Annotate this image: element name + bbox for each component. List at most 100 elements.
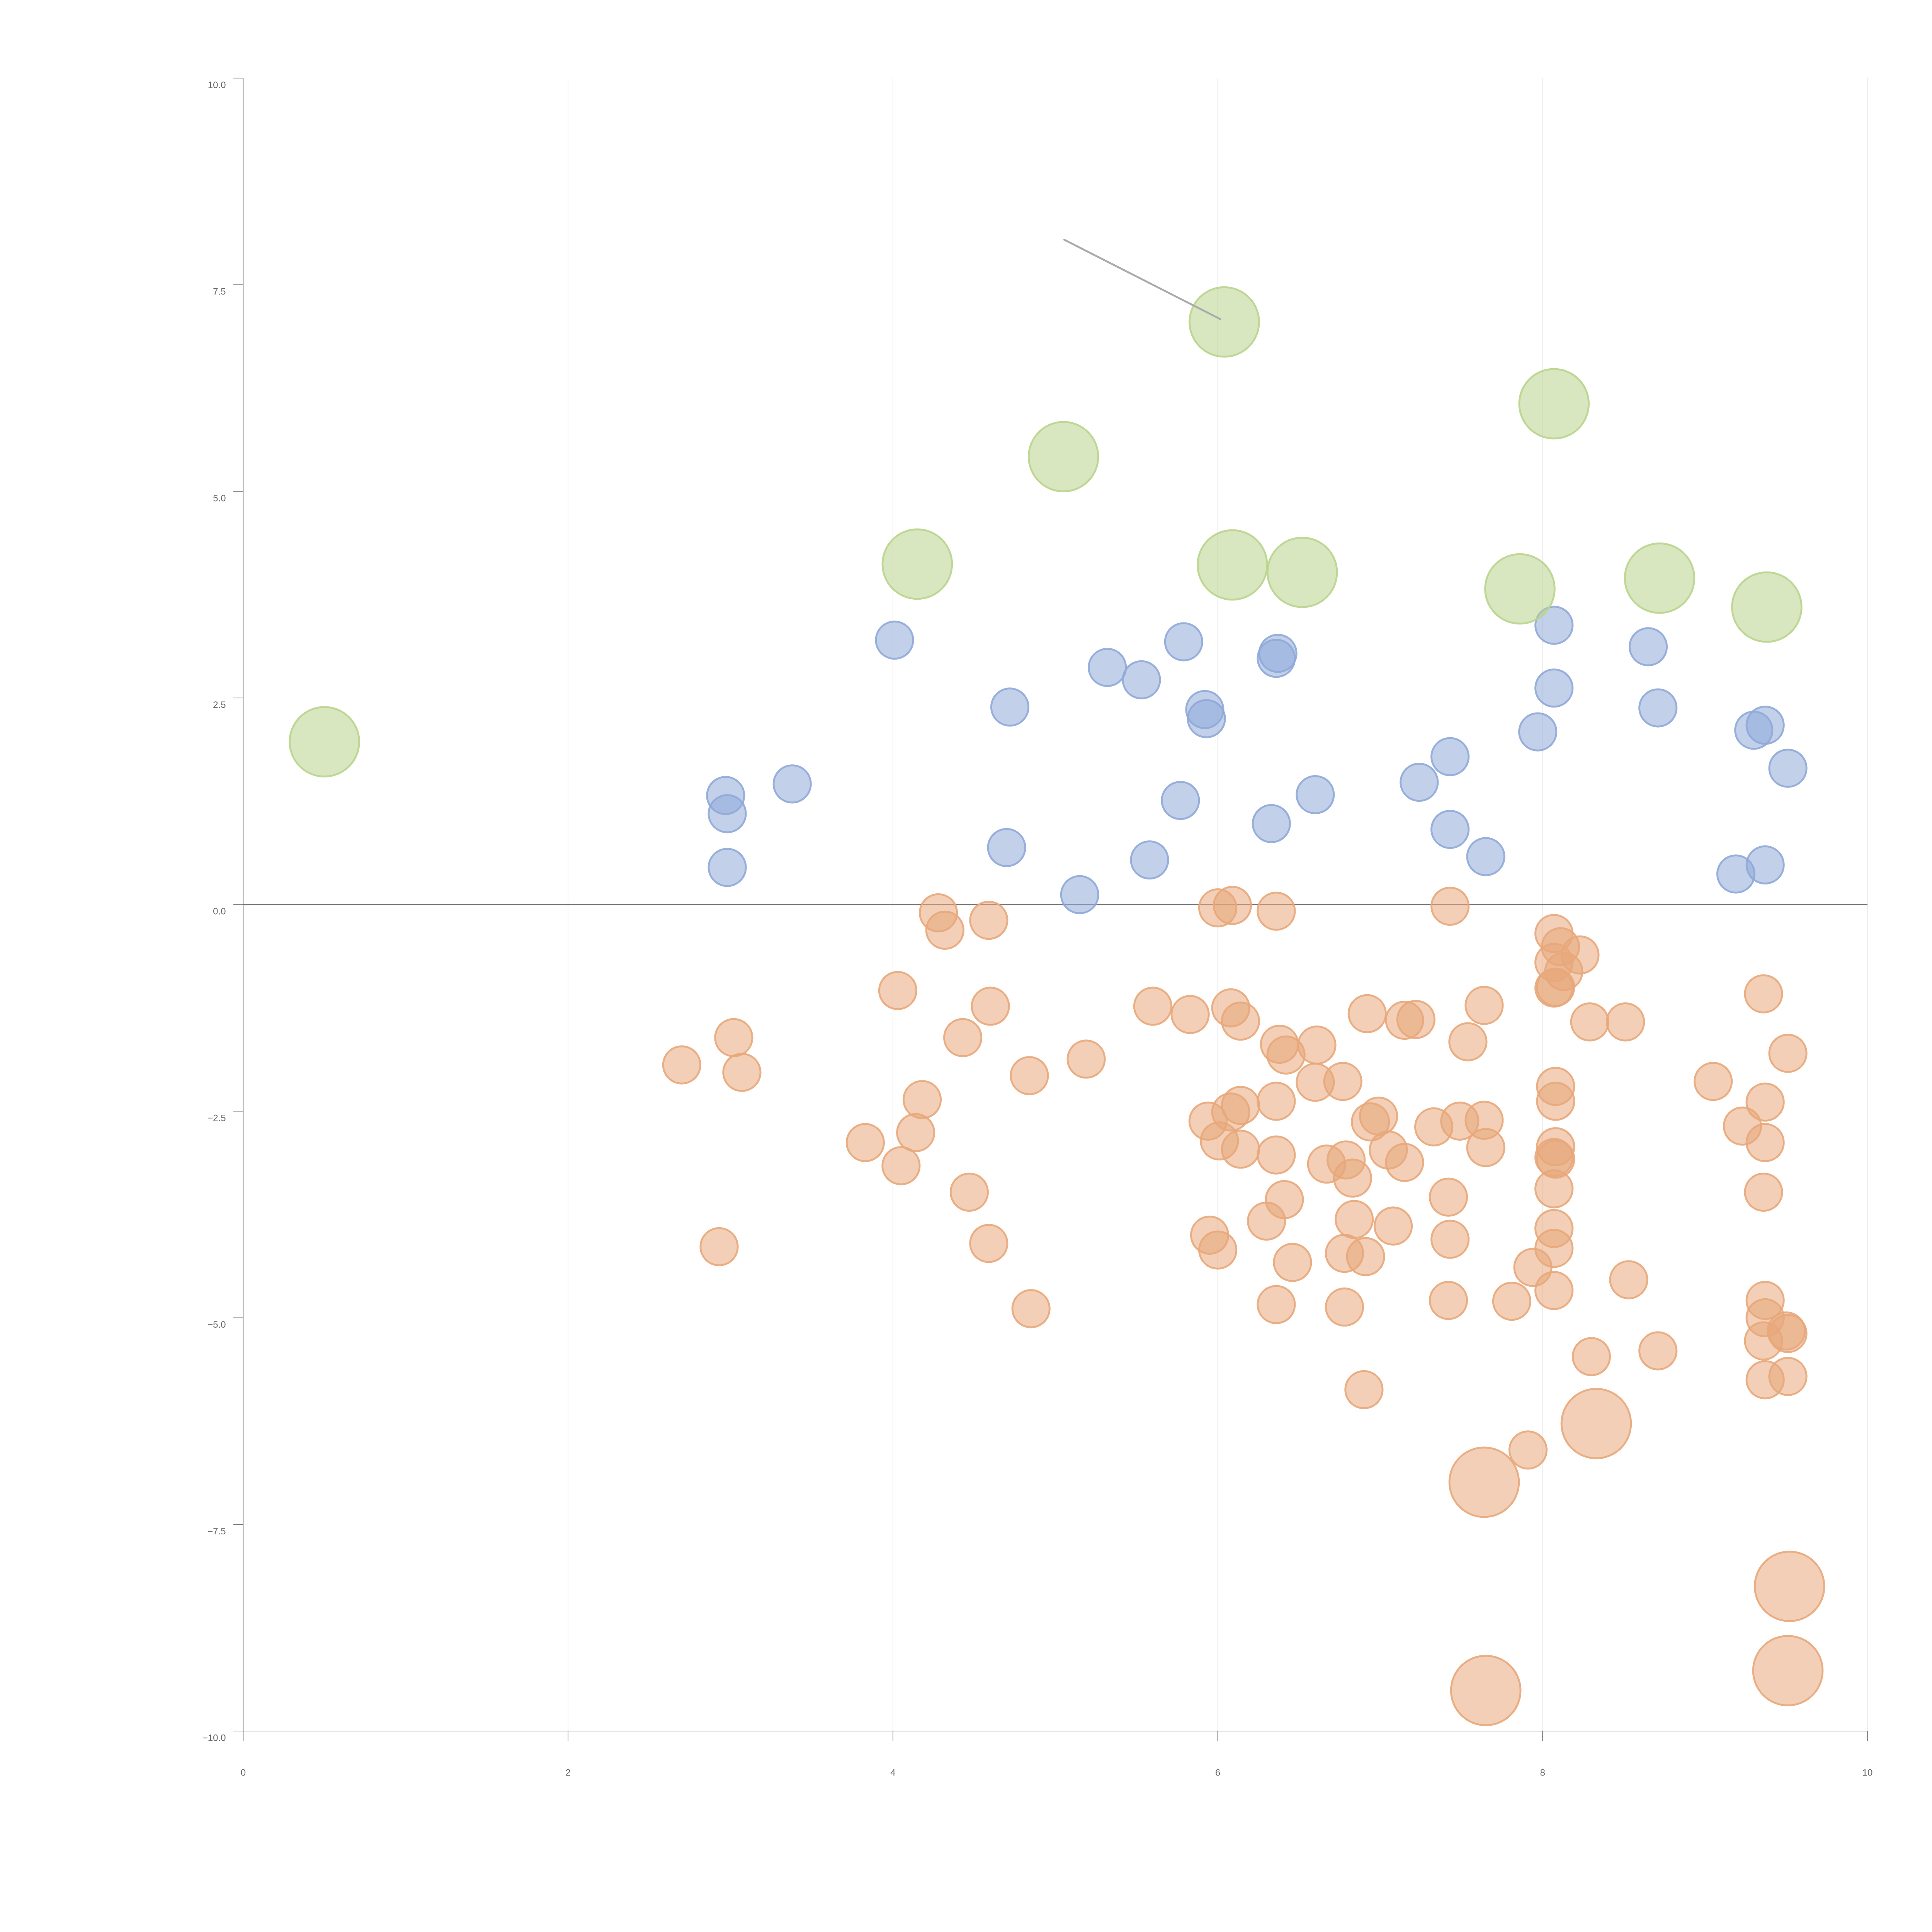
data-point xyxy=(969,1224,1009,1263)
x-tick-label: 4 xyxy=(890,1767,895,1778)
x-tick-label: 2 xyxy=(565,1767,570,1778)
data-point xyxy=(1768,748,1808,788)
data-point xyxy=(875,621,914,660)
data-point xyxy=(1189,286,1260,358)
data-point xyxy=(1088,648,1127,687)
data-point xyxy=(1430,886,1470,926)
data-point xyxy=(772,764,812,804)
data-point xyxy=(1257,891,1296,931)
y-tick-label: 7.5 xyxy=(213,287,226,297)
data-point xyxy=(1213,886,1252,925)
data-point xyxy=(1464,986,1504,1025)
data-point xyxy=(1170,995,1210,1034)
data-point xyxy=(969,901,1009,940)
data-point xyxy=(1344,1370,1384,1410)
data-point xyxy=(1164,622,1203,662)
data-point xyxy=(1768,1314,1808,1353)
x-tick-label: 0 xyxy=(241,1767,246,1778)
data-point xyxy=(1518,712,1558,752)
data-point xyxy=(1027,421,1099,493)
annotations xyxy=(1063,238,1222,320)
data-point xyxy=(1745,1082,1785,1122)
leader-line xyxy=(1063,238,1222,320)
data-point xyxy=(1624,542,1696,614)
data-point xyxy=(699,1227,739,1267)
data-point xyxy=(722,1053,762,1092)
data-point xyxy=(1296,775,1335,815)
data-point xyxy=(1534,1229,1574,1268)
data-point xyxy=(1265,1180,1304,1219)
data-point xyxy=(1560,935,1600,975)
data-point xyxy=(1396,1000,1435,1039)
y-tick-label: −10.0 xyxy=(202,1733,226,1743)
data-point xyxy=(1466,837,1505,876)
data-point xyxy=(1011,1289,1051,1328)
data-point xyxy=(1373,1206,1413,1246)
data-point xyxy=(1448,1446,1520,1518)
data-point xyxy=(1060,875,1099,914)
data-point xyxy=(289,706,360,778)
data-point xyxy=(1385,1143,1424,1182)
data-point xyxy=(1768,1034,1808,1073)
data-point xyxy=(1221,1086,1260,1125)
data-point xyxy=(1466,1128,1505,1167)
data-point xyxy=(662,1045,701,1085)
data-point xyxy=(1745,1123,1785,1162)
x-tick-label: 6 xyxy=(1215,1767,1220,1778)
axes: 0 2 4 6 8 10 10.0 7.5 5.0 2.5 0.0 −2.5 −5.0 −7.5 −10.0 xyxy=(202,78,1872,1778)
data-point xyxy=(925,910,964,950)
data-point xyxy=(845,1123,885,1162)
data-point xyxy=(1606,1002,1645,1042)
data-point xyxy=(1258,634,1298,673)
data-point xyxy=(707,848,747,887)
y-tick-label: −2.5 xyxy=(207,1113,226,1123)
data-point xyxy=(1400,762,1439,802)
data-point xyxy=(1638,1331,1678,1371)
data-point xyxy=(1161,781,1200,820)
data-point xyxy=(878,971,918,1010)
y-tick-label: 2.5 xyxy=(213,700,226,710)
data-points xyxy=(289,286,1825,1726)
data-point xyxy=(1560,1388,1632,1459)
data-point xyxy=(990,687,1030,727)
data-point xyxy=(1130,840,1169,880)
data-point xyxy=(1010,1056,1049,1095)
y-tick-label: 0.0 xyxy=(213,906,226,917)
data-point xyxy=(1628,627,1668,667)
data-point xyxy=(1492,1282,1532,1321)
data-point xyxy=(1198,1230,1238,1270)
data-point xyxy=(1429,1177,1468,1217)
data-point xyxy=(1518,368,1590,440)
data-point xyxy=(1197,529,1268,601)
data-point xyxy=(1609,1260,1648,1299)
y-tick-label: 10.0 xyxy=(208,80,226,90)
data-point xyxy=(1450,1655,1522,1726)
data-point xyxy=(1066,1039,1106,1079)
data-point xyxy=(1744,974,1783,1014)
data-point xyxy=(1448,1022,1488,1061)
y-tick-label: −7.5 xyxy=(207,1526,226,1537)
data-point xyxy=(971,986,1010,1026)
data-point xyxy=(1534,668,1574,708)
data-point xyxy=(714,1018,753,1057)
data-point xyxy=(1323,1062,1362,1101)
data-point xyxy=(1266,536,1338,608)
data-point xyxy=(881,1146,921,1185)
data-point xyxy=(1346,1237,1385,1276)
data-point xyxy=(1325,1287,1364,1327)
data-point xyxy=(1744,1172,1783,1212)
data-point xyxy=(943,1018,983,1057)
data-point xyxy=(987,828,1026,867)
data-point xyxy=(1273,1243,1312,1282)
data-point xyxy=(1753,1551,1825,1622)
data-point xyxy=(1484,553,1556,625)
data-point xyxy=(1430,1219,1470,1259)
data-point xyxy=(1221,1129,1260,1169)
data-point xyxy=(1429,1281,1468,1320)
data-point xyxy=(1752,1635,1824,1706)
data-point xyxy=(949,1172,989,1212)
y-tick-label: 5.0 xyxy=(213,493,226,503)
data-point xyxy=(1694,1062,1733,1101)
